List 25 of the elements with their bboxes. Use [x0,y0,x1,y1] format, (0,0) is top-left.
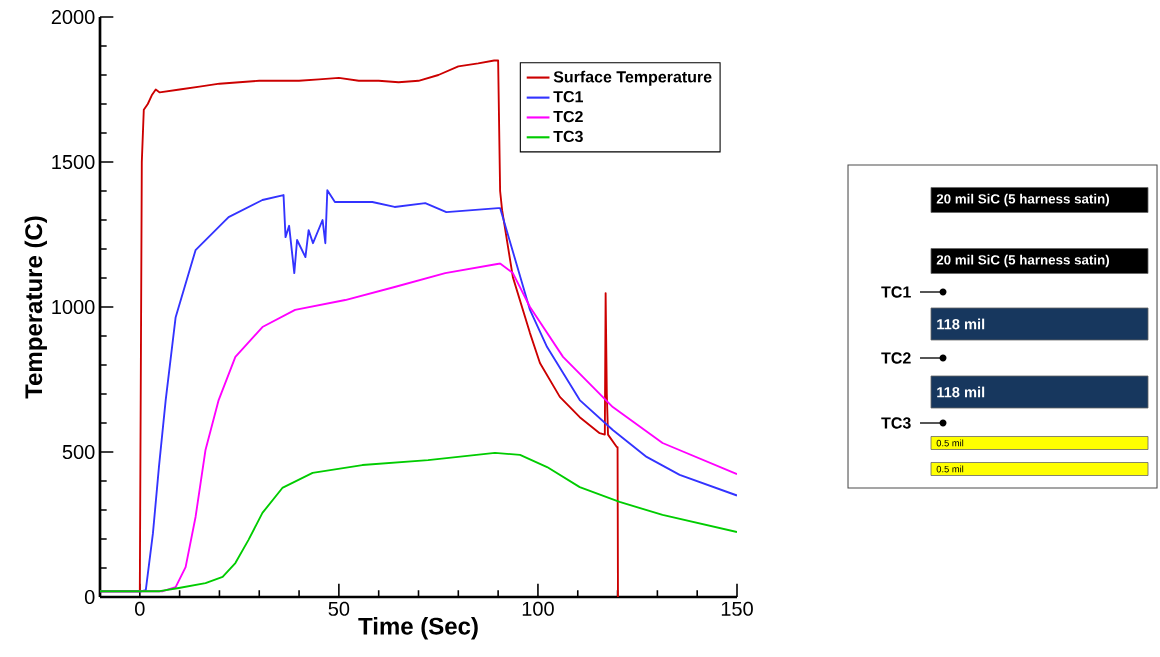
y-tick-label: 500 [62,444,95,460]
legend-label: TC3 [553,130,583,143]
legend-label: TC2 [553,110,583,123]
text: TC3 [881,417,911,429]
x-tick-label: 150 [721,601,753,616]
y-tick-label: 1500 [52,154,95,170]
text: TC2 [881,352,911,364]
text: 118 mil [937,318,985,330]
text: 0.5 mil [936,439,964,447]
text: 20 mil SiC (5 harness satin) [936,193,1110,207]
y-axis-title: Temperature (C) [24,216,47,399]
text: 0.5 mil [936,465,964,473]
x-tick-label: 100 [522,601,554,616]
line-series [100,451,738,593]
y-tick-label: 1000 [52,299,95,315]
x-tick-label: 50 [328,601,350,616]
legend-label: Surface Temperature [553,70,712,86]
y-tick-label: 2000 [51,9,95,25]
text: 20 mil SiC (5 harness satin) [936,254,1110,268]
legend-label: TC1 [553,91,583,103]
text: TC1 [881,286,911,298]
x-tick-label: 0 [135,601,145,616]
y-tick-label: 0 [84,589,95,605]
x-axis-title: Time (Sec) [358,617,478,640]
text: 118 mil [937,386,985,398]
